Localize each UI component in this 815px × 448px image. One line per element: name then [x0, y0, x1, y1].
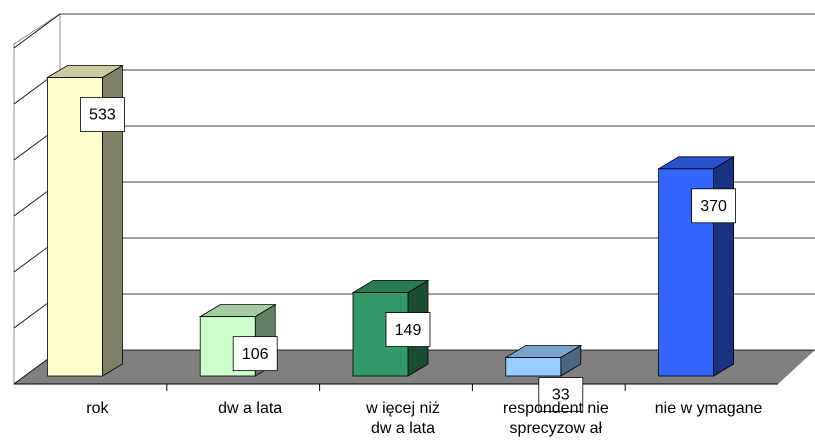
value-label: 370 [700, 198, 727, 215]
value-label: 533 [89, 107, 116, 124]
bar [45, 64, 124, 377]
value-label-box [691, 188, 736, 224]
grid-line [13, 69, 815, 105]
value-label: 33 [552, 387, 570, 404]
value-label-box [80, 97, 125, 132]
x-tick-label: dw a lata [218, 400, 283, 417]
x-tick-label: nie w ymagane [654, 400, 763, 417]
bar-front [505, 357, 562, 377]
grid-line [13, 13, 815, 49]
x-tick-label: w ięcej niż dw a lata [366, 400, 440, 437]
x-tick-label: rok [86, 400, 109, 417]
value-label-box [232, 336, 278, 372]
bar [504, 344, 583, 377]
value-label-box [538, 377, 584, 412]
x-tick-label: respondent nie sprecyzow ał [502, 400, 609, 437]
value-label: 106 [242, 346, 269, 363]
grid-line [13, 125, 815, 161]
value-label: 149 [395, 322, 422, 339]
value-label-box [385, 312, 431, 347]
